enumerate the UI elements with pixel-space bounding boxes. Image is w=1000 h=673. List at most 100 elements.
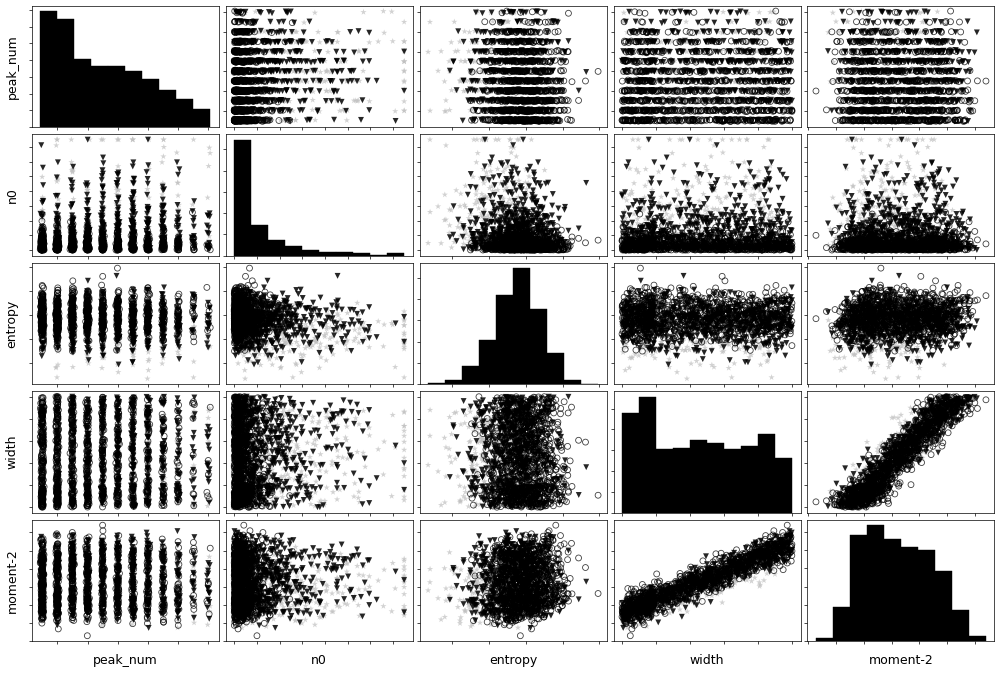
Point: [639, 599, 655, 610]
Point: [774, 302, 790, 312]
Point: [754, 65, 770, 76]
Point: [124, 134, 140, 145]
Point: [493, 593, 509, 604]
Point: [902, 46, 918, 57]
Point: [171, 242, 187, 253]
Point: [686, 320, 702, 330]
Point: [916, 180, 932, 191]
Point: [951, 313, 967, 324]
Point: [312, 465, 328, 476]
Point: [682, 37, 698, 48]
Point: [230, 325, 246, 336]
Point: [865, 482, 881, 493]
Point: [504, 244, 520, 254]
Point: [231, 583, 247, 594]
Point: [762, 322, 778, 332]
Point: [941, 312, 957, 322]
Point: [842, 223, 858, 234]
Point: [943, 421, 959, 432]
Point: [110, 553, 126, 564]
Point: [914, 326, 930, 337]
Point: [50, 229, 66, 240]
Point: [333, 57, 349, 67]
Point: [125, 245, 141, 256]
Point: [81, 242, 97, 253]
Bar: [969, 636, 986, 641]
Point: [498, 537, 514, 548]
Point: [357, 46, 373, 57]
Point: [499, 431, 515, 441]
Point: [920, 421, 936, 431]
Point: [236, 534, 252, 545]
Point: [846, 67, 862, 77]
Point: [620, 313, 636, 324]
Point: [518, 115, 534, 126]
Point: [756, 548, 772, 559]
Point: [728, 46, 744, 57]
Point: [844, 502, 860, 513]
Point: [865, 309, 881, 320]
Point: [234, 85, 250, 96]
Point: [534, 105, 550, 116]
Point: [64, 210, 80, 221]
Point: [738, 75, 754, 86]
Point: [653, 594, 669, 604]
Point: [620, 605, 636, 616]
Point: [701, 578, 717, 589]
Point: [508, 244, 524, 255]
Point: [914, 405, 930, 416]
Point: [462, 182, 478, 192]
Point: [902, 318, 918, 329]
Point: [578, 178, 594, 188]
Point: [528, 395, 544, 406]
Point: [639, 589, 655, 600]
Point: [256, 336, 272, 347]
Point: [852, 236, 868, 247]
Point: [507, 605, 523, 616]
Point: [353, 114, 369, 125]
Point: [900, 240, 916, 250]
Point: [233, 501, 249, 512]
Point: [760, 562, 776, 573]
Point: [523, 114, 539, 125]
Point: [519, 36, 535, 47]
Point: [186, 501, 202, 511]
Point: [93, 484, 109, 495]
Point: [50, 495, 66, 505]
Point: [236, 581, 252, 592]
Point: [944, 396, 960, 407]
Point: [520, 227, 536, 238]
Point: [881, 456, 897, 467]
Point: [495, 551, 511, 561]
Point: [496, 460, 512, 471]
Point: [230, 304, 246, 314]
Point: [78, 415, 94, 426]
Point: [876, 27, 892, 38]
Point: [678, 578, 694, 589]
Point: [231, 499, 247, 509]
Point: [727, 57, 743, 67]
Point: [284, 550, 300, 561]
Point: [624, 326, 640, 337]
Point: [495, 422, 511, 433]
Point: [231, 300, 247, 311]
Point: [36, 244, 52, 255]
Point: [63, 489, 79, 500]
Point: [94, 563, 110, 573]
Point: [752, 66, 768, 77]
Point: [239, 116, 255, 127]
Point: [654, 46, 670, 57]
Point: [741, 27, 757, 38]
Point: [775, 312, 791, 323]
Point: [95, 569, 111, 580]
Point: [544, 569, 560, 579]
Point: [900, 433, 916, 444]
Point: [34, 474, 50, 485]
Point: [616, 242, 632, 253]
Point: [745, 233, 761, 244]
Point: [890, 413, 906, 423]
Point: [236, 604, 252, 614]
Point: [862, 243, 878, 254]
Point: [295, 563, 311, 573]
Point: [942, 289, 958, 300]
